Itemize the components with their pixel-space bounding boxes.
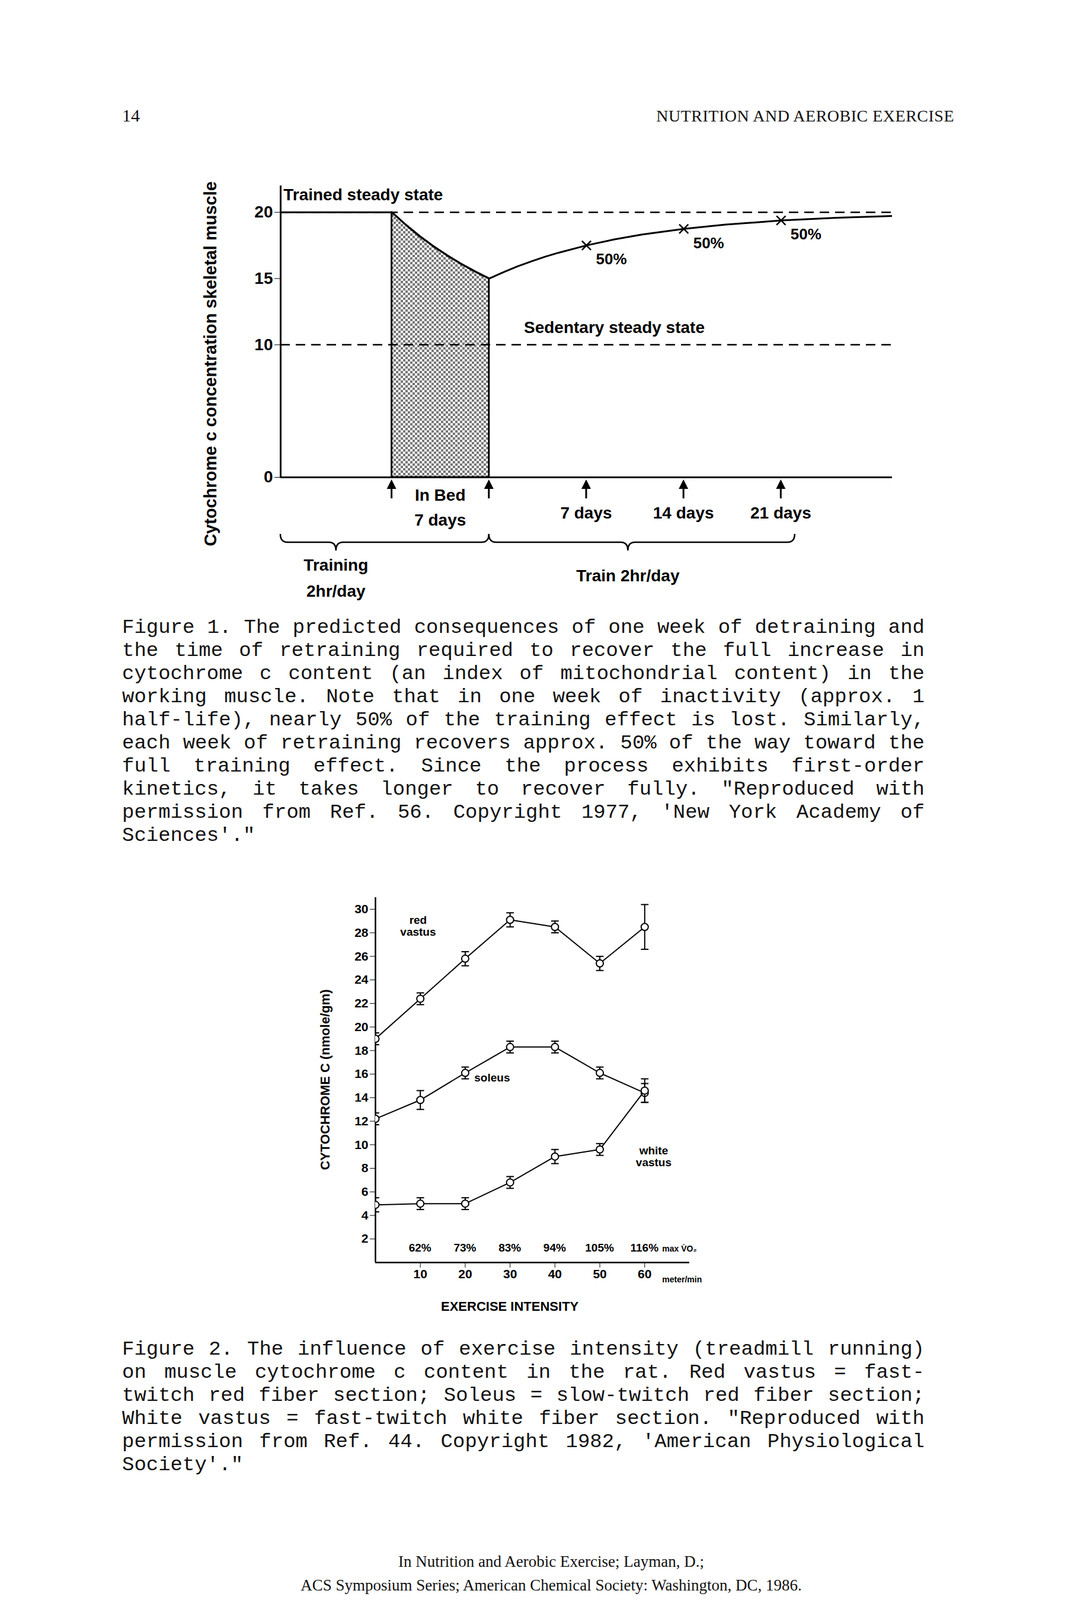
svg-text:10: 10 <box>413 1267 428 1281</box>
svg-text:8: 8 <box>361 1161 369 1175</box>
svg-text:soleus: soleus <box>474 1071 510 1085</box>
svg-text:whitevastus: whitevastus <box>635 1144 672 1169</box>
svg-text:83%: 83% <box>498 1241 521 1255</box>
svg-text:Cytochrome c concentration ske: Cytochrome c concentration skeletal musc… <box>200 181 220 547</box>
svg-text:6: 6 <box>361 1184 369 1199</box>
svg-text:Training: Training <box>303 555 369 575</box>
svg-text:73%: 73% <box>453 1241 476 1255</box>
svg-text:Sedentary steady state: Sedentary steady state <box>523 318 705 337</box>
svg-text:105%: 105% <box>584 1241 615 1255</box>
svg-text:redvastus: redvastus <box>400 913 436 939</box>
html-text:Figure 1. The predicted conseq: Figure 1. The predicted consequences of … <box>122 616 925 847</box>
svg-text:94%: 94% <box>543 1241 567 1255</box>
svg-text:16: 16 <box>354 1066 369 1081</box>
svg-text:12: 12 <box>354 1114 369 1128</box>
svg-text:max V̇O₂: max V̇O₂ <box>662 1244 697 1254</box>
svg-text:50: 50 <box>592 1267 607 1281</box>
svg-text:14 days: 14 days <box>653 503 715 523</box>
svg-text:0: 0 <box>263 467 274 486</box>
svg-text:7 days: 7 days <box>414 510 466 530</box>
svg-text:62%: 62% <box>408 1241 432 1255</box>
svg-text:30: 30 <box>503 1267 517 1281</box>
svg-text:Trained steady state: Trained steady state <box>283 185 443 204</box>
svg-text:14: 14 <box>354 1090 369 1105</box>
html-text:14: 14 <box>122 105 140 126</box>
html-text:ACS Symposium Series; American: ACS Symposium Series; American Chemical … <box>300 1576 802 1595</box>
svg-text:In Bed: In Bed <box>414 485 466 505</box>
svg-text:26: 26 <box>354 949 369 964</box>
svg-text:116%: 116% <box>630 1241 660 1255</box>
html-text:NUTRITION AND AEROBIC EXERCISE: NUTRITION AND AEROBIC EXERCISE <box>656 106 955 126</box>
svg-text:20: 20 <box>254 202 273 222</box>
svg-text:4: 4 <box>361 1208 369 1223</box>
svg-text:28: 28 <box>354 925 369 940</box>
svg-text:2: 2 <box>361 1231 369 1246</box>
svg-text:22: 22 <box>354 996 369 1010</box>
svg-text:20: 20 <box>354 1019 369 1034</box>
svg-text:30: 30 <box>354 902 369 916</box>
svg-text:10: 10 <box>354 1137 369 1152</box>
svg-text:50%: 50% <box>790 225 822 243</box>
html-text:Figure 2. The influence of exe: Figure 2. The influence of exercise inte… <box>122 1338 925 1477</box>
svg-text:50%: 50% <box>693 234 725 252</box>
svg-text:CYTOCHROME C (nmole/gm): CYTOCHROME C (nmole/gm) <box>317 989 333 1170</box>
svg-text:15: 15 <box>254 269 273 288</box>
svg-text:40: 40 <box>548 1267 562 1281</box>
svg-text:18: 18 <box>354 1043 369 1058</box>
svg-text:20: 20 <box>458 1267 472 1281</box>
svg-text:50%: 50% <box>596 250 628 268</box>
html-text:In Nutrition and Aerobic Exerc: In Nutrition and Aerobic Exercise; Layma… <box>398 1552 705 1571</box>
svg-text:10: 10 <box>254 335 273 354</box>
svg-text:Train 2hr/day: Train 2hr/day <box>576 566 680 585</box>
svg-text:21 days: 21 days <box>750 503 812 523</box>
svg-text:2hr/day: 2hr/day <box>306 582 366 601</box>
svg-text:7 days: 7 days <box>560 503 612 523</box>
svg-text:60: 60 <box>637 1267 652 1281</box>
svg-text:24: 24 <box>354 972 369 987</box>
svg-text:EXERCISE INTENSITY: EXERCISE INTENSITY <box>440 1299 580 1314</box>
svg-text:meter/min: meter/min <box>662 1274 702 1285</box>
